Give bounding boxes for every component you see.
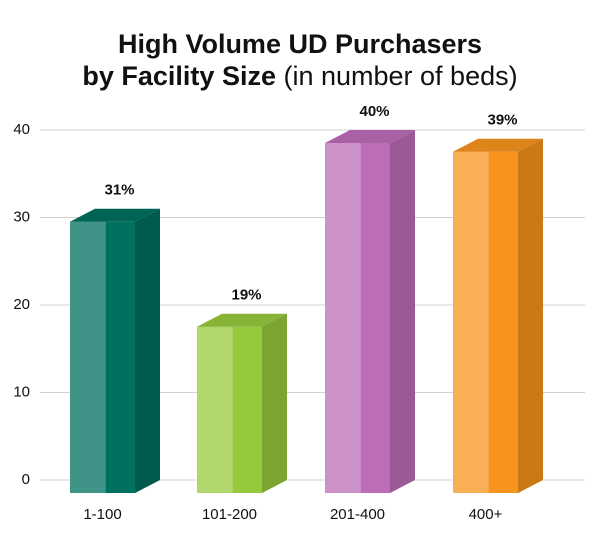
bar-top (197, 313, 287, 327)
x-tick-label: 400+ (469, 506, 503, 523)
x-tick-label: 201-400 (330, 506, 385, 523)
x-tick-label: 1-100 (83, 506, 121, 523)
bar-highlight (70, 221, 106, 493)
bar-side (135, 208, 160, 493)
bar-side-shade (135, 208, 160, 493)
value-label: 40% (359, 103, 389, 120)
x-tick-label: 101-200 (202, 506, 257, 523)
bar-highlight (453, 151, 489, 493)
chart-title: by Facility Size (82, 61, 276, 91)
value-label: 19% (231, 287, 261, 304)
bar-side-shade (262, 313, 287, 493)
bar-top-shade (325, 130, 415, 143)
chart-title: by Facility Size (in number of beds) (82, 61, 517, 91)
bar-top-shade (453, 138, 543, 152)
bar-side-shade (518, 138, 543, 493)
bar-highlight (197, 326, 233, 493)
bar-top (325, 130, 415, 143)
y-tick-label: 20 (13, 296, 30, 313)
y-tick-label: 0 (22, 471, 30, 488)
bar-side (518, 138, 543, 493)
bar-top-shade (70, 208, 160, 222)
y-tick-label: 10 (13, 383, 30, 400)
bar (325, 143, 390, 493)
value-label: 39% (487, 112, 517, 129)
bar (197, 326, 262, 493)
bar-top (70, 208, 160, 222)
bar-side (262, 313, 287, 493)
bar-side-shade (390, 130, 415, 493)
value-label: 31% (104, 182, 134, 199)
bar (70, 221, 135, 493)
bar-side (390, 130, 415, 493)
chart-title: High Volume UD Purchasers (118, 29, 482, 59)
y-tick-label: 40 (13, 121, 30, 138)
bar (453, 151, 518, 493)
bar-top-shade (197, 313, 287, 327)
bar-top (453, 138, 543, 152)
chart-subtitle: (in number of beds) (283, 61, 517, 91)
bar-highlight (325, 143, 361, 493)
y-tick-label: 30 (13, 208, 30, 225)
